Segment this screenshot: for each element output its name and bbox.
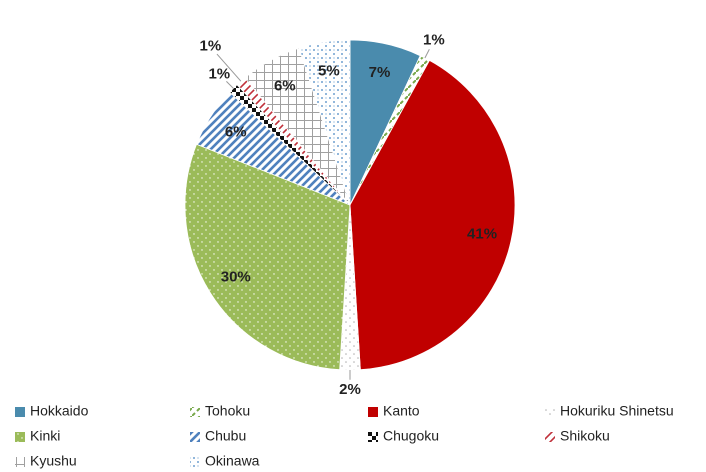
leader-line [226, 81, 234, 89]
data-label: 6% [274, 77, 296, 94]
legend-label: Hokuriku Shinetsu [560, 403, 674, 419]
legend-label: Kinki [30, 428, 60, 444]
legend-swatch [368, 407, 378, 417]
legend-swatch [190, 457, 200, 467]
data-label: 2% [339, 381, 361, 398]
legend-label: Shikoku [560, 428, 610, 444]
pie-slice [298, 39, 351, 206]
legend-swatch [545, 432, 555, 442]
legend-label: Tohoku [205, 403, 250, 419]
legend-label: Kyushu [30, 453, 77, 469]
legend-swatch [545, 407, 555, 417]
leader-line [424, 49, 430, 59]
legend-label: Chubu [205, 428, 246, 444]
legend-label: Chugoku [383, 428, 439, 444]
leader-line [216, 53, 242, 82]
data-label: 6% [225, 123, 247, 140]
legend-swatch [368, 432, 378, 442]
data-label: 5% [318, 62, 340, 79]
legend-swatch [15, 407, 25, 417]
data-label: 1% [199, 38, 221, 55]
legend-swatch [15, 457, 25, 467]
legend-label: Hokkaido [30, 403, 89, 419]
data-label: 1% [208, 65, 230, 82]
data-label: 7% [369, 64, 391, 81]
pie-slice [184, 143, 351, 371]
legend-swatch [190, 432, 200, 442]
legend-label: Kanto [383, 403, 420, 419]
legend-swatch [15, 432, 25, 442]
pie-slice [349, 59, 516, 371]
data-label: 41% [467, 225, 497, 242]
data-label: 30% [221, 268, 251, 285]
legend-label: Okinawa [205, 453, 260, 469]
data-label: 1% [423, 31, 445, 48]
legend-swatch [190, 407, 200, 417]
